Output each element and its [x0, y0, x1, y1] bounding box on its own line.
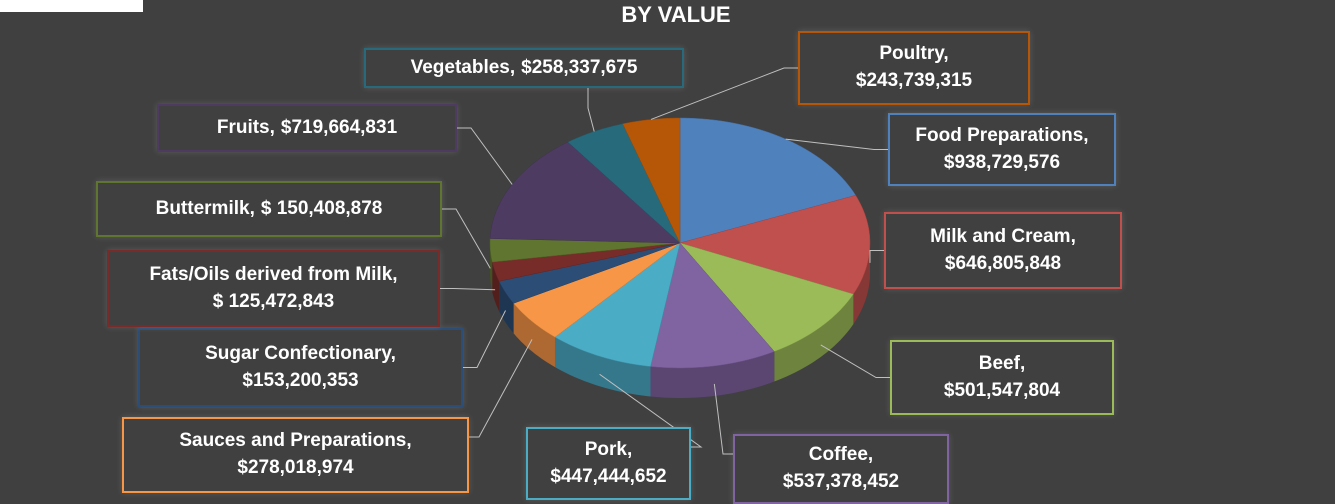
leader-line — [785, 138, 888, 150]
leader-line — [713, 383, 733, 455]
label-category: Food Preparations — [890, 123, 1114, 150]
label-value: $447,444,652 — [550, 465, 667, 487]
data-label: Fruits$719,664,831 — [157, 104, 457, 152]
slice-side — [499, 281, 514, 334]
data-label: Sugar Confectionary$153,200,353 — [138, 328, 463, 407]
data-label: Vegetables$258,337,675 — [364, 48, 684, 88]
data-label: Buttermilk$ 150,408,878 — [96, 181, 442, 237]
leader-line — [442, 208, 491, 269]
slice — [679, 242, 854, 352]
label-category: Poultry — [800, 41, 1028, 68]
label-category: Buttermilk — [156, 196, 255, 223]
data-label: Coffee$537,378,452 — [733, 434, 949, 504]
label-category: Fats/Oils derived from Milk — [109, 262, 438, 289]
label-value: $537,378,452 — [782, 471, 900, 492]
label-value: $243,739,315 — [855, 70, 973, 91]
data-label: Beef$501,547,804 — [890, 340, 1114, 415]
label-value: $938,729,576 — [943, 151, 1061, 173]
slice — [650, 242, 775, 369]
data-label: Fats/Oils derived from Milk$ 125,472,843 — [107, 250, 440, 327]
leader-lines — [440, 67, 890, 455]
slice — [622, 117, 681, 244]
slice-tops — [489, 117, 871, 369]
leader-line — [469, 339, 533, 438]
slice — [567, 123, 681, 244]
leader-line — [599, 373, 703, 448]
label-category: Pork — [528, 437, 689, 464]
slice-side — [513, 303, 555, 368]
slice — [554, 242, 681, 367]
slice — [498, 242, 681, 304]
label-value: $153,200,353 — [242, 369, 359, 391]
label-category: Sauces and Preparations — [124, 428, 467, 455]
label-category: Coffee — [735, 442, 947, 469]
label-value: $646,805,848 — [944, 252, 1062, 274]
slice-sides — [490, 243, 870, 398]
slice-side — [853, 243, 870, 325]
data-label: Milk and Cream$646,805,848 — [884, 212, 1122, 289]
data-label: Sauces and Preparations$278,018,974 — [122, 417, 469, 493]
data-label: Pork$447,444,652 — [526, 427, 691, 500]
label-value: $ 150,408,878 — [260, 197, 383, 219]
label-value: $719,664,831 — [280, 116, 398, 138]
slice-side — [490, 243, 493, 293]
data-label: Poultry$243,739,315 — [798, 31, 1030, 105]
leader-line — [650, 67, 798, 120]
slice — [491, 242, 681, 282]
slice-side — [650, 351, 775, 398]
label-value: $258,337,675 — [521, 56, 638, 78]
chart-title: BY VALUE — [621, 2, 731, 27]
slice — [679, 117, 857, 244]
label-category: Milk and Cream — [886, 224, 1120, 251]
leader-line — [820, 344, 890, 378]
leader-line — [869, 250, 884, 263]
slice-side — [492, 262, 500, 312]
label-category: Vegetables — [411, 55, 516, 82]
label-value: $501,547,804 — [943, 379, 1061, 401]
corner-box — [0, 0, 143, 12]
slice — [489, 238, 681, 263]
slice — [513, 242, 681, 338]
label-value: $278,018,974 — [237, 457, 354, 478]
data-label: Food Preparations$938,729,576 — [888, 113, 1116, 186]
label-category: Fruits — [217, 115, 275, 142]
label-value: $ 125,472,843 — [212, 290, 335, 312]
label-category: Sugar Confectionary — [140, 341, 461, 368]
slice-side — [554, 337, 651, 397]
leader-line — [440, 288, 496, 291]
leader-line — [463, 310, 506, 368]
leader-line — [587, 88, 595, 132]
label-category: Beef — [892, 351, 1112, 378]
slice-side — [774, 294, 854, 382]
leader-line — [457, 127, 513, 185]
slice — [679, 195, 871, 295]
slice — [489, 141, 681, 244]
